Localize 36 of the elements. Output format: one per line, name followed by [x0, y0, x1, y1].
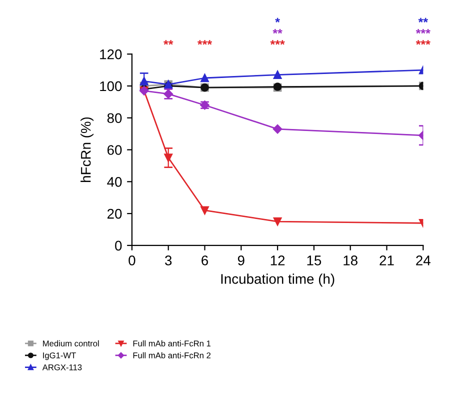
legend-label: IgG1-WT	[43, 352, 76, 360]
x-tick-label: 24	[416, 256, 430, 266]
text: **	[164, 40, 174, 45]
y-tick-label: 120	[100, 49, 122, 60]
point	[272, 124, 282, 134]
legend-label: Full mAb anti-FcRn 1	[133, 340, 211, 346]
legend-label: ARGX-113	[42, 364, 82, 370]
x-tick-label: 18	[344, 256, 358, 266]
x-tick-label: 6	[202, 256, 208, 266]
point	[200, 74, 209, 82]
text: **	[418, 18, 428, 23]
y-tick-label: 20	[107, 208, 122, 219]
text: ***	[270, 40, 285, 45]
text: **	[272, 29, 282, 34]
x-axis-title: Incubation time (h)	[221, 274, 334, 287]
x-tick-label: 15	[307, 256, 322, 266]
x-tick-label: 21	[380, 256, 394, 266]
legend-label: Full mAb anti-FcRn 2	[133, 352, 211, 358]
x-tick-label: 9	[238, 256, 244, 266]
text: *	[275, 18, 280, 23]
y-tick-label: 40	[107, 176, 122, 187]
text: ***	[416, 40, 430, 45]
y-tick-label: 0	[115, 240, 122, 251]
y-tick-label: 80	[107, 113, 122, 124]
text: ***	[197, 40, 212, 45]
y-tick-label: 100	[100, 81, 122, 92]
x-tick-label: 0	[128, 256, 136, 266]
y-tick-label: 60	[107, 145, 122, 155]
x-tick-label: 3	[165, 256, 172, 266]
x-tick-label: 12	[270, 256, 285, 266]
legend-label: Medium control	[43, 340, 99, 346]
point	[200, 206, 209, 215]
point	[273, 70, 282, 79]
y-axis-title: hFcRn (%)	[80, 117, 94, 182]
text: ***	[416, 29, 430, 34]
point	[273, 217, 282, 226]
